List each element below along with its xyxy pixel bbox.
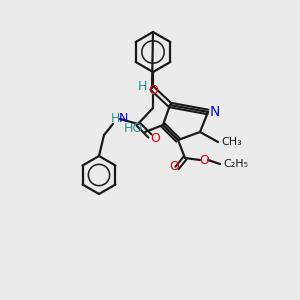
Text: H: H	[110, 112, 120, 124]
Text: CH₃: CH₃	[222, 137, 242, 147]
Text: N: N	[210, 105, 220, 119]
Text: O: O	[148, 85, 158, 98]
Text: C₂H₅: C₂H₅	[224, 159, 248, 169]
Text: HO: HO	[123, 122, 142, 136]
Text: O: O	[199, 154, 209, 166]
Text: N: N	[118, 112, 128, 125]
Text: H: H	[137, 80, 147, 92]
Text: O: O	[150, 133, 160, 146]
Text: O: O	[169, 160, 179, 173]
